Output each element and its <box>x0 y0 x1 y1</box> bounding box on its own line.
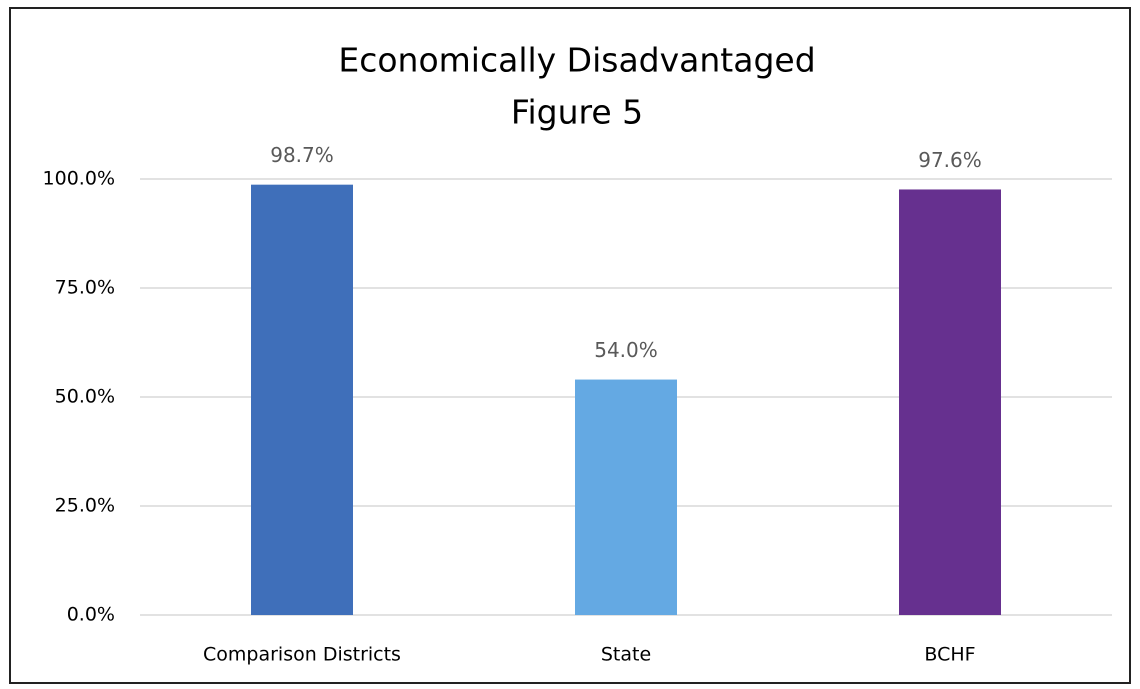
x-tick-label: State <box>601 644 651 666</box>
y-tick-label: 100.0% <box>43 168 115 190</box>
value-label: 98.7% <box>270 143 334 167</box>
chart-subtitle: Figure 5 <box>511 93 643 132</box>
x-tick-label: BCHF <box>924 644 975 666</box>
value-label: 97.6% <box>918 148 982 172</box>
bar <box>251 184 353 615</box>
chart-title: Economically Disadvantaged <box>338 41 815 80</box>
bar <box>899 189 1001 616</box>
x-tick-label: Comparison Districts <box>203 644 401 666</box>
value-label: 54.0% <box>594 338 658 362</box>
y-tick-label: 50.0% <box>55 386 115 408</box>
y-tick-label: 25.0% <box>55 495 115 517</box>
bar <box>575 379 677 615</box>
y-tick-label: 0.0% <box>67 604 115 626</box>
y-tick-label: 75.0% <box>55 277 115 299</box>
